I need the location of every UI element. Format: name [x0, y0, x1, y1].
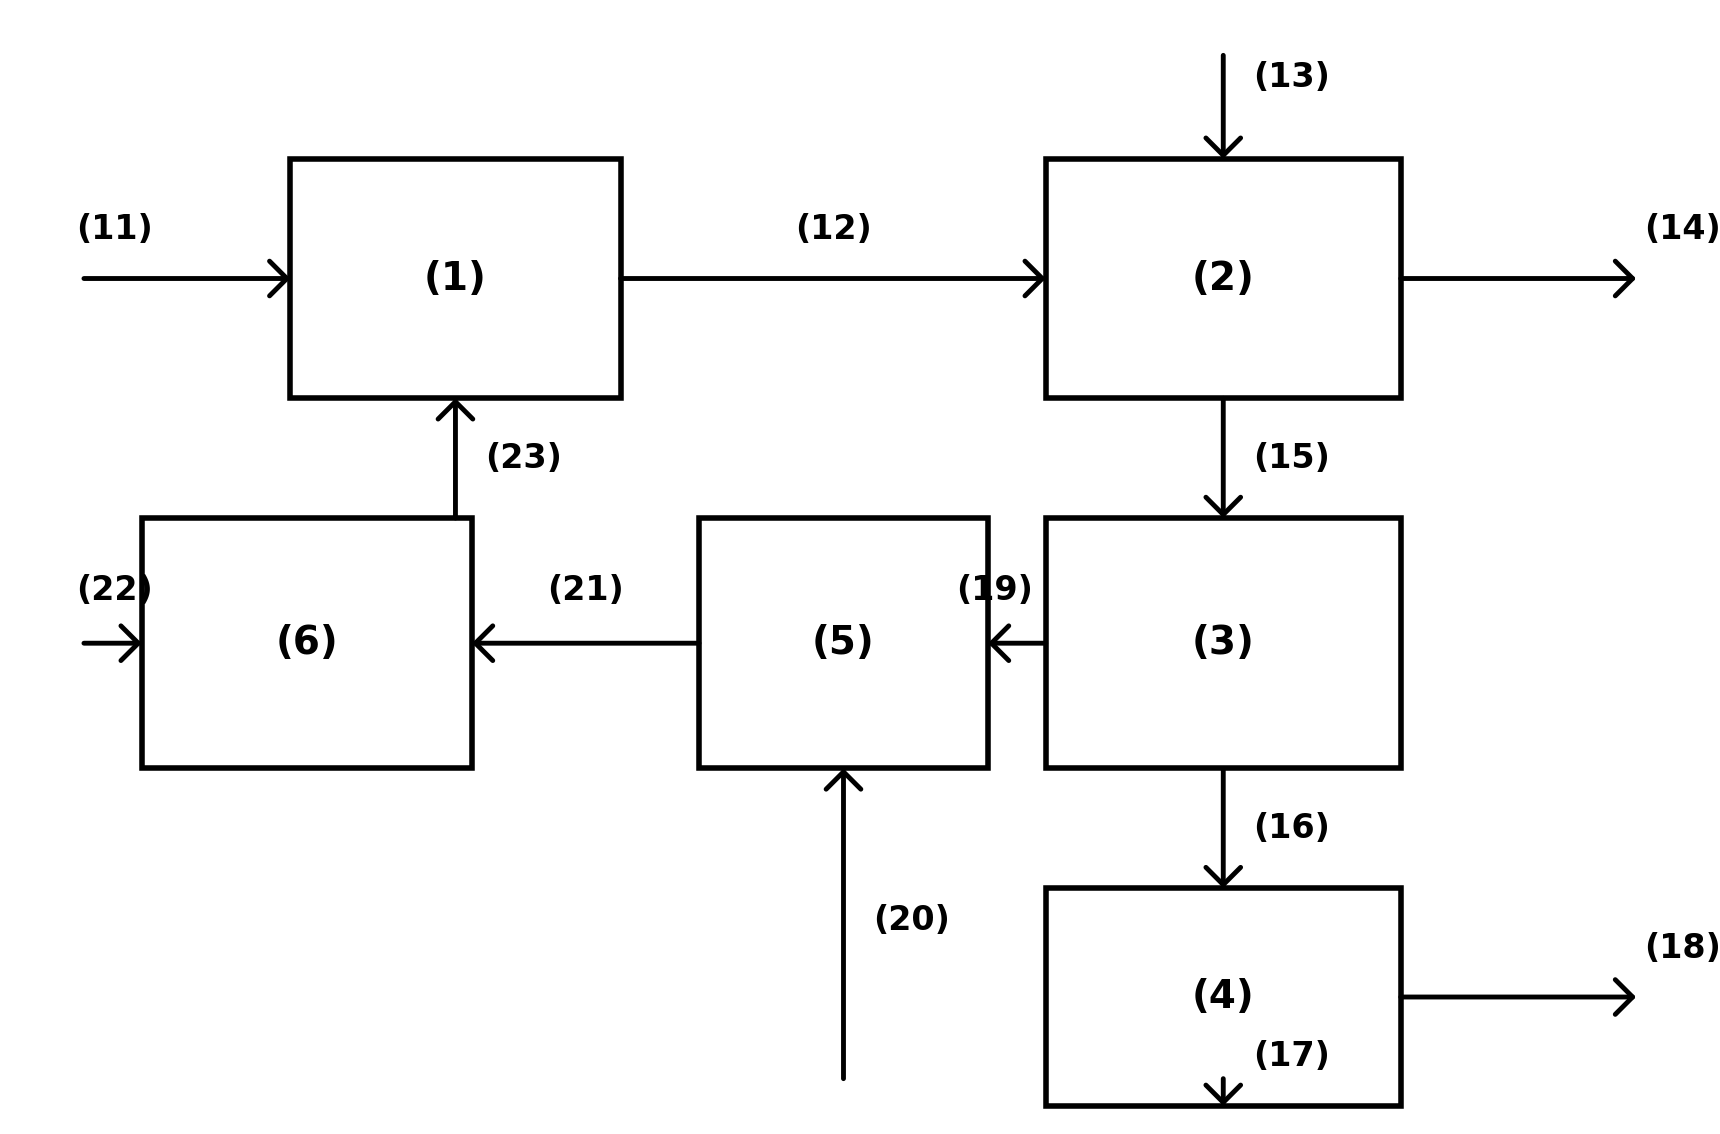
Text: (6): (6): [275, 624, 339, 662]
Bar: [1046, 159, 1400, 398]
Text: (4): (4): [1192, 978, 1254, 1016]
Text: (11): (11): [76, 213, 153, 246]
Text: (22): (22): [76, 575, 153, 608]
Text: (1): (1): [425, 260, 487, 297]
Text: (21): (21): [547, 575, 624, 608]
Text: (23): (23): [485, 441, 562, 475]
Bar: [141, 518, 471, 769]
Bar: [1046, 518, 1400, 769]
Bar: [291, 159, 621, 398]
Text: (12): (12): [795, 213, 872, 246]
Text: (13): (13): [1252, 61, 1330, 94]
Text: (3): (3): [1192, 624, 1254, 662]
Text: (18): (18): [1644, 931, 1720, 965]
Text: (19): (19): [956, 575, 1032, 608]
Bar: [698, 518, 987, 769]
Text: (15): (15): [1252, 441, 1330, 475]
Bar: [1046, 888, 1400, 1106]
Text: (2): (2): [1192, 260, 1254, 297]
Text: (5): (5): [812, 624, 875, 662]
Text: (14): (14): [1644, 213, 1720, 246]
Text: (20): (20): [874, 904, 949, 937]
Text: (17): (17): [1252, 1040, 1330, 1073]
Text: (16): (16): [1252, 812, 1330, 845]
